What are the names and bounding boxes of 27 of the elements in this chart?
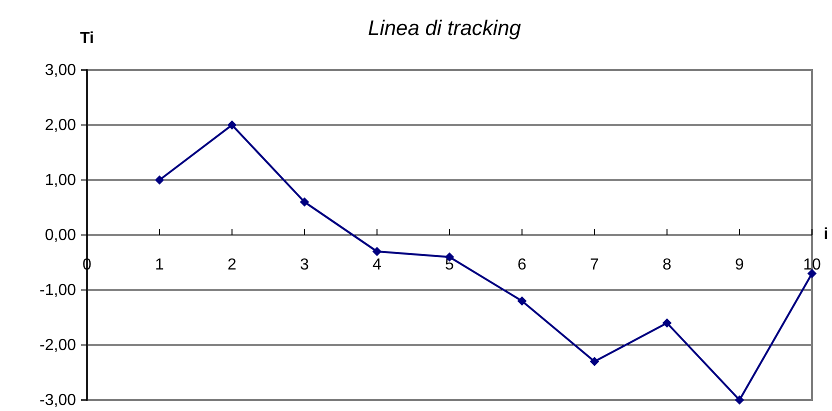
y-tick-label: -1,00: [40, 282, 76, 300]
y-tick-label: 3,00: [44, 62, 76, 80]
x-tick-label: 1: [155, 256, 164, 274]
point: [734, 395, 744, 405]
point: [662, 318, 672, 328]
y-tick-label: -3,00: [40, 392, 76, 410]
x-tick-label: 9: [735, 256, 744, 274]
y-tick-label: -2,00: [40, 337, 76, 354]
x-tick-label: 8: [662, 256, 672, 274]
x-tick-label: 3: [300, 256, 310, 274]
chart-title: Linea di tracking: [368, 17, 522, 40]
y-tick-label: 2,00: [44, 117, 76, 134]
point: [300, 197, 310, 207]
y-axis-title: Ti: [80, 30, 94, 47]
x-tick-label: 10: [803, 256, 821, 274]
x-axis-title: i: [824, 226, 828, 243]
x-tick-label: 4: [372, 256, 382, 274]
x-tick-label: 6: [518, 256, 527, 274]
point: [517, 296, 527, 306]
x-tick-label: 7: [590, 256, 600, 274]
y-tick-label: 0,00: [44, 227, 76, 244]
x-tick-label: 2: [228, 256, 237, 274]
point: [154, 175, 164, 185]
point: [372, 246, 382, 256]
point: [590, 356, 600, 366]
point: [227, 120, 237, 130]
y-tick-label: 1,00: [44, 172, 76, 190]
